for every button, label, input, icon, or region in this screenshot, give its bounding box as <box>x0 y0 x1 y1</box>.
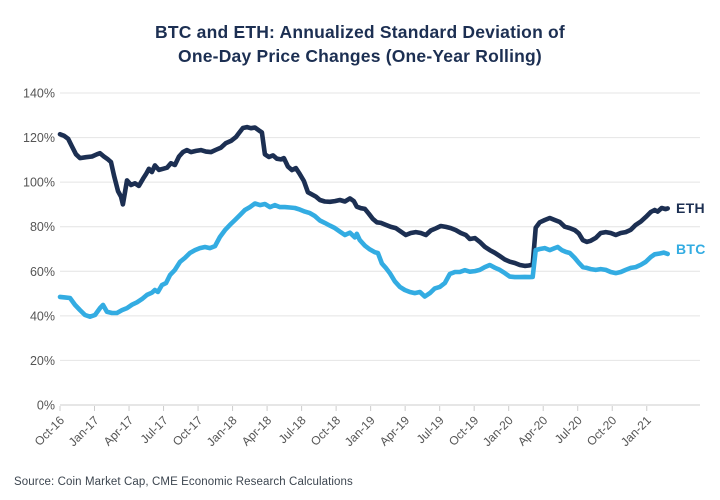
eth-line <box>57 124 671 269</box>
y-axis-tick-label: 100% <box>23 176 55 190</box>
btc-series-label: BTC <box>676 241 706 257</box>
y-axis-tick-label: 120% <box>23 131 55 145</box>
x-axis-tick-label: Jan-21 <box>618 413 654 449</box>
x-axis-tick-label: Jan-18 <box>204 413 240 449</box>
x-axis-tick-label: Jan-19 <box>342 413 378 449</box>
x-axis-tick-label: Apr-20 <box>515 413 551 449</box>
y-axis-tick-label: 20% <box>30 354 55 368</box>
y-axis-tick-label: 0% <box>37 399 55 413</box>
btc-line <box>57 201 671 320</box>
x-axis-tick-label: Oct-19 <box>446 413 482 449</box>
x-axis-tick-label: Oct-16 <box>32 413 68 449</box>
y-axis-tick-label: 140% <box>23 87 55 101</box>
x-axis-tick-label: Apr-19 <box>377 413 413 449</box>
x-axis-tick-label: Jul-19 <box>414 413 447 446</box>
eth-series-label: ETH <box>676 200 705 216</box>
y-axis-tick-label: 80% <box>30 220 55 234</box>
x-axis-tick-label: Apr-18 <box>239 413 275 449</box>
x-axis-tick-label: Oct-20 <box>584 413 620 449</box>
chart-title: BTC and ETH: Annualized Standard Deviati… <box>0 20 720 68</box>
x-axis-tick-label: Jul-17 <box>138 413 171 446</box>
x-axis-tick-label: Apr-17 <box>101 413 137 449</box>
x-axis-tick-label: Oct-18 <box>308 413 344 449</box>
y-axis-tick-label: 40% <box>30 309 55 323</box>
source-note: Source: Coin Market Cap, CME Economic Re… <box>14 476 353 488</box>
y-axis-tick-label: 60% <box>30 265 55 279</box>
x-axis-tick-label: Oct-17 <box>170 413 206 449</box>
x-axis-tick-label: Jul-20 <box>552 413 585 446</box>
x-axis-tick-label: Jan-20 <box>480 413 516 449</box>
chart-title-line1: BTC and ETH: Annualized Standard Deviati… <box>155 22 565 42</box>
chart-title-line2: One-Day Price Changes (One-Year Rolling) <box>178 46 542 67</box>
x-axis-tick-label: Jan-17 <box>66 413 102 449</box>
x-axis-tick-label: Jul-18 <box>276 413 309 446</box>
